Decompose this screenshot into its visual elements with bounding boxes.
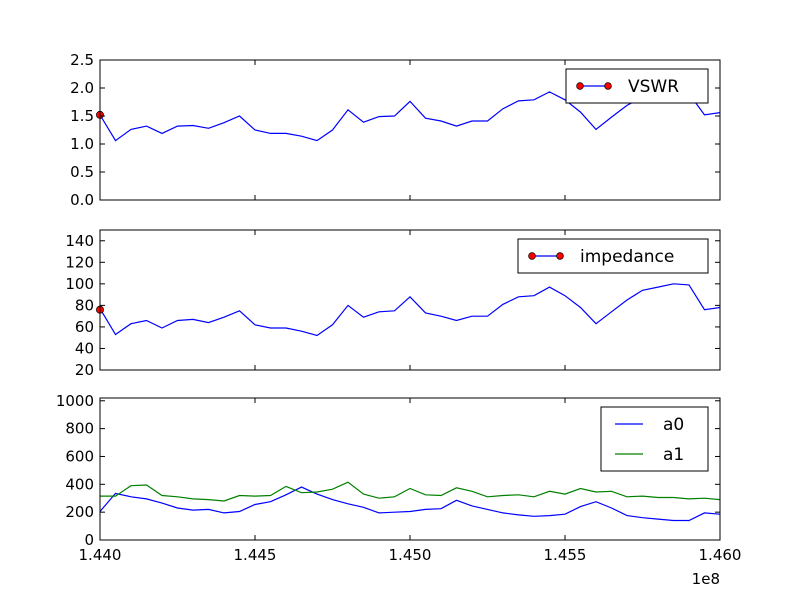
y-tick-label: 80 [75, 296, 94, 314]
legend-marker [576, 82, 584, 90]
y-tick-label: 40 [75, 339, 94, 357]
series-line-impedance [100, 283, 720, 337]
y-tick-label: 100 [65, 275, 94, 293]
legend-label: a0 [663, 415, 684, 435]
y-tick-label: 60 [75, 318, 94, 336]
y-tick-label: 2.5 [70, 51, 94, 69]
x-tick-label: 1.455 [544, 546, 587, 564]
legend-box [600, 406, 709, 472]
legend-label: impedance [580, 247, 674, 267]
x-tick-label: 1.450 [389, 546, 432, 564]
y-tick-label: 0.0 [70, 191, 94, 209]
y-tick-label: 0.5 [70, 163, 94, 181]
y-tick-label: 1.5 [70, 107, 94, 125]
y-tick-label: 0 [84, 531, 94, 549]
chart-1: 0.0 0.5 1.0 1.5 2.0 2.5 VSWR [70, 51, 721, 209]
series-line-vswr [100, 91, 720, 142]
y-tick-label: 120 [65, 253, 94, 271]
y-tick-label: 200 [65, 503, 94, 521]
x-tick-label: 1.445 [234, 546, 277, 564]
legend-marker [556, 252, 564, 260]
y-tick-label: 1.0 [70, 135, 94, 153]
legend-label: VSWR [628, 77, 679, 97]
chart-3: 0 200 400 600 800 1000 1.440 1.445 1.450 1.455 1.4… [56, 392, 742, 588]
legend: VSWR [565, 68, 709, 104]
y-tick-label: 140 [65, 232, 94, 250]
legend: impedance [517, 238, 709, 274]
legend: a0 a1 [600, 406, 709, 472]
series-line-a1 [100, 481, 720, 502]
legend-marker [604, 82, 612, 90]
legend-box [565, 68, 709, 104]
x-tick-label: 1.440 [79, 546, 122, 564]
chart-2: 20 40 60 80 100 120 140 impedance [65, 229, 721, 379]
x-offset-label: 1e8 [692, 570, 720, 588]
y-tick-label: 800 [65, 420, 94, 438]
y-tick-label: 600 [65, 447, 94, 465]
legend-marker [528, 252, 536, 260]
y-tick-label: 1000 [56, 392, 94, 410]
x-tick-label: 1.460 [699, 546, 742, 564]
y-tick-label: 2.0 [70, 79, 94, 97]
y-tick-label: 400 [65, 475, 94, 493]
legend-label: a1 [663, 445, 684, 465]
series-line-a0 [100, 486, 720, 522]
y-tick-label: 20 [75, 361, 94, 379]
